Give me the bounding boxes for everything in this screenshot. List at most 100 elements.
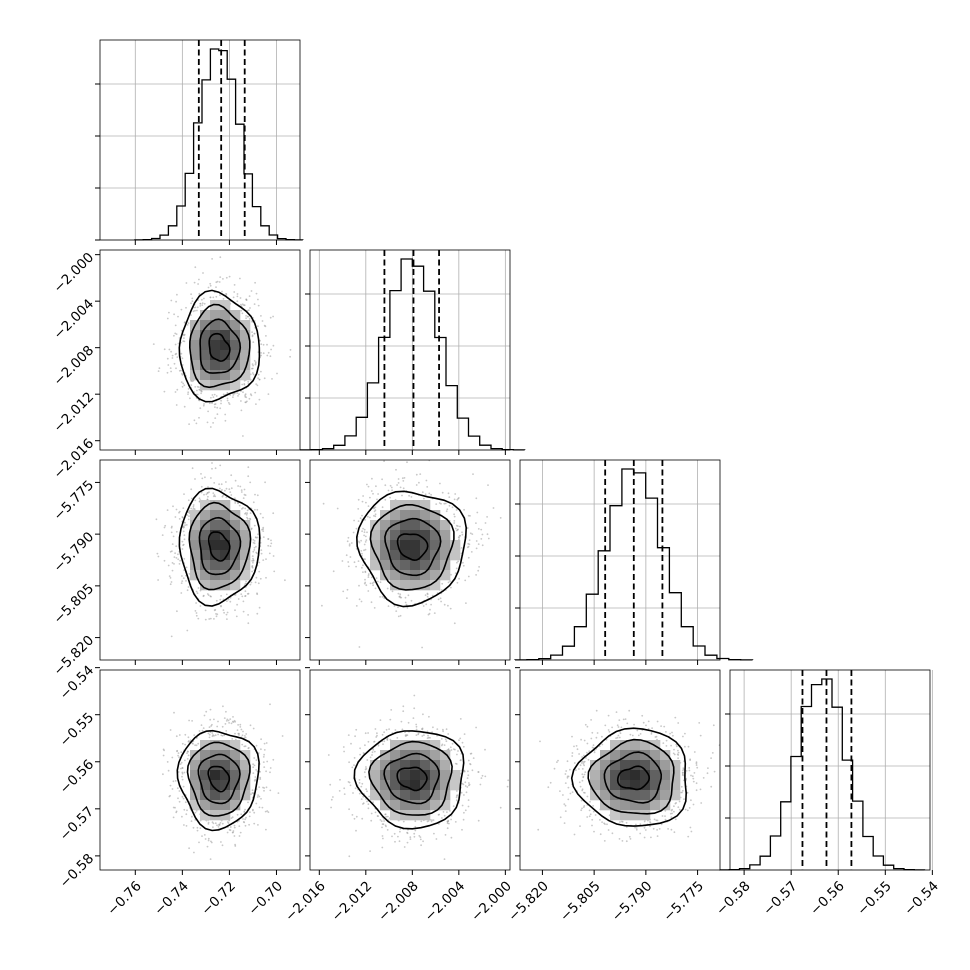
density-cell: [220, 760, 231, 771]
scatter-point: [168, 795, 171, 798]
scatter-point: [362, 564, 364, 567]
scatter-point: [360, 798, 363, 800]
density-cell: [210, 790, 221, 801]
scatter-point: [180, 381, 183, 383]
scatter-point: [256, 796, 259, 798]
scatter-point: [582, 763, 585, 765]
scatter-point: [186, 758, 189, 760]
scatter-point: [187, 736, 190, 739]
scatter-point: [559, 816, 562, 819]
density-cell: [220, 340, 231, 351]
scatter-point: [343, 750, 345, 753]
scatter-point: [199, 605, 202, 607]
scatter-point: [456, 561, 458, 564]
scatter-point: [233, 835, 236, 837]
scatter-point: [184, 743, 187, 746]
scatter-point: [450, 573, 452, 576]
scatter-point: [245, 315, 248, 317]
scatter-point: [456, 753, 458, 756]
density-cell: [400, 790, 411, 801]
scatter-point: [194, 266, 197, 269]
density-cell: [410, 770, 421, 781]
scatter-point: [466, 527, 469, 529]
scatter-point: [255, 536, 258, 539]
scatter-point: [384, 824, 387, 827]
scatter-point: [397, 478, 400, 480]
scatter-point: [250, 581, 253, 584]
scatter-point: [170, 299, 173, 302]
density-cell: [240, 540, 251, 551]
scatter-point: [580, 799, 583, 802]
scatter-point: [660, 823, 663, 826]
scatter-point: [383, 731, 385, 734]
scatter-point: [188, 719, 191, 722]
density-cell: [400, 520, 411, 531]
scatter-point: [369, 582, 372, 585]
scatter-point: [327, 754, 330, 756]
scatter-point: [229, 826, 232, 828]
scatter-point: [211, 402, 213, 404]
density-cell: [390, 500, 401, 511]
scatter-point: [180, 751, 183, 754]
scatter-point: [227, 401, 230, 404]
scatter-point: [643, 826, 646, 829]
scatter-point: [178, 518, 181, 520]
scatter-point: [463, 508, 465, 511]
scatter-point: [255, 802, 258, 805]
scatter-point: [401, 728, 404, 731]
scatter-point: [196, 829, 199, 832]
density-cell: [430, 570, 441, 581]
scatter-point: [198, 278, 200, 281]
density-cell: [440, 520, 451, 531]
scatter-point: [492, 507, 495, 509]
density-cell: [200, 550, 211, 561]
scatter-point: [575, 769, 577, 771]
scatter-point: [259, 577, 262, 580]
density-cell: [660, 800, 671, 811]
scatter-point: [260, 748, 262, 751]
scatter-point: [251, 320, 254, 323]
scatter-point: [232, 396, 234, 398]
scatter-point: [170, 581, 173, 583]
scatter-point: [171, 543, 174, 545]
scatter-point: [361, 514, 363, 517]
scatter-point: [596, 732, 599, 734]
density-cell: [410, 560, 421, 571]
scatter-point: [195, 422, 198, 425]
density-cell: [230, 770, 241, 781]
density-cell: [190, 520, 201, 531]
scatter-point: [284, 579, 286, 582]
scatter-point: [250, 394, 253, 397]
scatter-point: [177, 315, 179, 318]
density-cell: [240, 530, 251, 541]
scatter-point: [606, 823, 608, 826]
scatter-point: [348, 808, 350, 811]
scatter-point: [656, 835, 659, 837]
scatter-point: [442, 730, 444, 733]
scatter-point: [363, 528, 366, 531]
scatter-point: [438, 502, 441, 504]
scatter-point: [196, 309, 198, 312]
scatter-point: [252, 763, 255, 766]
scatter-point: [618, 719, 621, 721]
scatter-point: [362, 803, 364, 805]
scatter-point: [259, 776, 262, 779]
scatter-point: [330, 806, 332, 809]
scatter-point: [166, 761, 169, 763]
scatter-point: [265, 786, 268, 789]
scatter-point: [466, 777, 469, 779]
scatter-point: [599, 833, 602, 836]
scatter-point: [559, 790, 561, 792]
scatter-point: [660, 725, 662, 727]
scatter-point: [419, 838, 422, 841]
scatter-point: [670, 828, 673, 831]
scatter-point: [185, 825, 188, 827]
density-cell: [210, 310, 221, 321]
scatter-point: [367, 515, 369, 518]
density-cell: [390, 780, 401, 791]
density-cell: [230, 340, 241, 351]
scatter-point: [214, 406, 216, 408]
scatter-point: [486, 516, 488, 518]
density-cell: [190, 800, 201, 811]
contour-line: [396, 766, 428, 792]
